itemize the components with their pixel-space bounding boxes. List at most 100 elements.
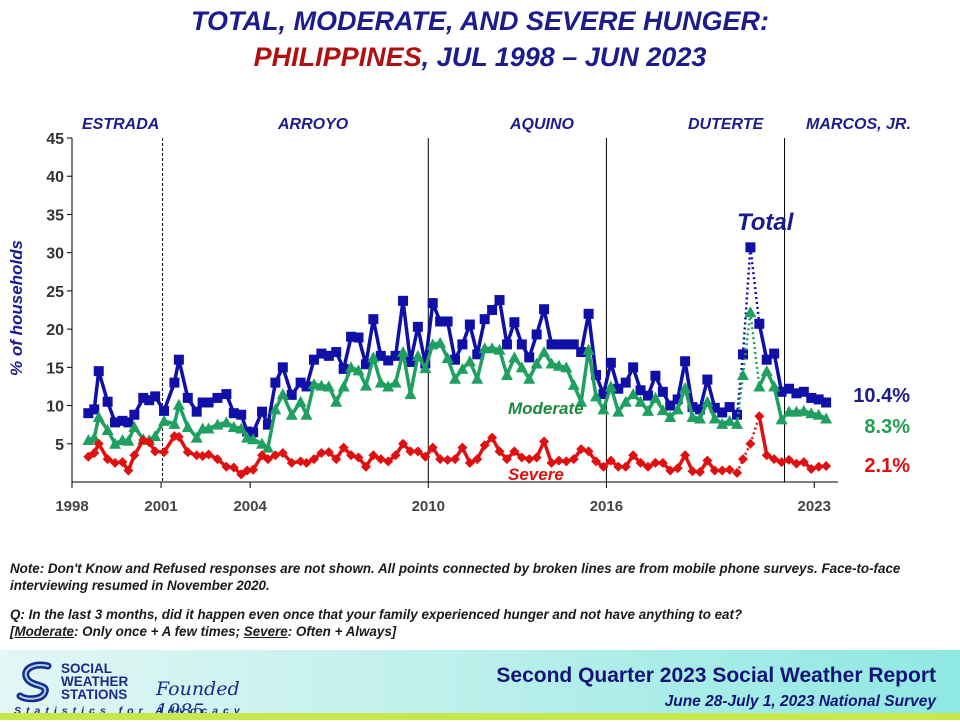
severe-data-point (487, 432, 498, 443)
administration-label: DUTERTE (688, 116, 765, 133)
total-data-point (390, 350, 401, 361)
severe-data-point (516, 452, 527, 463)
total-data-point (694, 404, 705, 415)
moderate-data-point (190, 431, 203, 443)
severe-data-point (316, 447, 327, 458)
moderate-data-point (612, 405, 625, 417)
y-tick-label: 5 (55, 437, 64, 454)
moderate-data-point (419, 362, 432, 374)
total-data-point (717, 407, 728, 418)
moderate-data-point (656, 404, 669, 416)
total-data-point (286, 389, 297, 400)
total-series-segment (601, 362, 613, 395)
moderate-data-point (567, 378, 580, 390)
total-data-point (769, 348, 780, 359)
moderate-data-point (463, 355, 476, 367)
total-data-point (221, 389, 232, 400)
severe-data-point (412, 446, 423, 457)
total-annotation: Total (737, 209, 795, 236)
moderate-data-point (411, 349, 424, 361)
x-tick-label: 2023 (798, 498, 831, 515)
administration-label: ARROYO (277, 116, 349, 133)
total-data-point (732, 409, 743, 420)
def-severe-label: Severe (243, 624, 288, 639)
total-data-point (657, 386, 668, 397)
severe-data-point (150, 446, 161, 457)
moderate-data-point (285, 408, 298, 420)
total-data-point (442, 316, 453, 327)
severe-data-point (346, 450, 357, 461)
severe-data-point (665, 465, 676, 476)
severe-data-point (262, 454, 273, 465)
severe-data-point (761, 450, 772, 461)
y-tick-label: 20 (46, 322, 64, 339)
total-data-point (509, 317, 520, 328)
total-data-point (745, 242, 756, 253)
severe-data-point (737, 454, 748, 465)
severe-data-point (89, 447, 100, 458)
total-data-point (576, 347, 587, 358)
total-series-segment (401, 300, 413, 363)
moderate-data-point (560, 361, 573, 373)
definition-text: [Moderate: Only once + A few times; Seve… (10, 623, 945, 640)
moderate-data-point (211, 418, 224, 430)
moderate-data-point (708, 412, 721, 424)
total-data-point (331, 347, 342, 358)
total-data-point (110, 417, 121, 428)
def-moderate-text: : Only once + A few times; (74, 624, 244, 639)
total-data-point (568, 339, 579, 350)
severe-data-point (203, 449, 214, 460)
total-data-point (620, 377, 631, 388)
total-series-segment (97, 370, 110, 403)
moderate-data-point (330, 395, 343, 407)
moderate-data-point (300, 408, 313, 420)
severe-data-point (776, 457, 787, 468)
total-data-point (169, 377, 180, 388)
sws-logo: SOCIAL WEATHER STATIONS Founded 1985 Sta… (14, 658, 254, 722)
total-data-point (687, 402, 698, 413)
y-axis-label: % of households (7, 240, 26, 376)
total-data-point (709, 402, 720, 413)
severe-data-point (524, 454, 535, 465)
total-data-point (368, 314, 379, 325)
moderate-data-point (701, 395, 714, 407)
total-data-point (435, 316, 446, 327)
severe-data-point (479, 440, 490, 451)
total-data-point (93, 366, 104, 377)
x-tick-label: 1998 (55, 498, 88, 515)
y-tick-label: 25 (46, 284, 64, 301)
severe-data-point (598, 461, 609, 472)
moderate-data-point (649, 391, 662, 403)
total-data-point (553, 339, 564, 350)
y-tick-label: 30 (46, 246, 64, 263)
severe-data-point (360, 461, 371, 472)
severe-data-point (724, 464, 735, 475)
moderate-data-point (404, 388, 417, 400)
total-data-point (494, 295, 505, 306)
severe-data-point (745, 438, 756, 449)
moderate-data-point (449, 372, 461, 384)
moderate-data-point (374, 376, 387, 388)
severe-data-point (353, 452, 364, 463)
total-data-point (680, 356, 691, 367)
total-data-point (531, 329, 542, 340)
moderate-data-point (641, 404, 654, 416)
severe-data-point (331, 454, 342, 465)
total-series-segment (497, 299, 509, 345)
severe-data-point (110, 457, 121, 468)
total-data-point (598, 389, 609, 400)
total-data-point (353, 332, 364, 343)
severe-data-point (613, 461, 624, 472)
total-data-point (464, 319, 475, 330)
severe-data-point (173, 431, 184, 442)
severe-data-point (248, 464, 259, 475)
moderate-data-point (523, 372, 536, 384)
administration-label: MARCOS, JR. (806, 116, 911, 133)
moderate-data-point (716, 417, 729, 429)
moderate-data-point (109, 437, 122, 449)
severe-data-point (308, 454, 319, 465)
total-data-point (182, 392, 193, 403)
moderate-data-point (797, 404, 810, 416)
severe-data-point (694, 467, 705, 478)
total-data-point (784, 383, 795, 394)
